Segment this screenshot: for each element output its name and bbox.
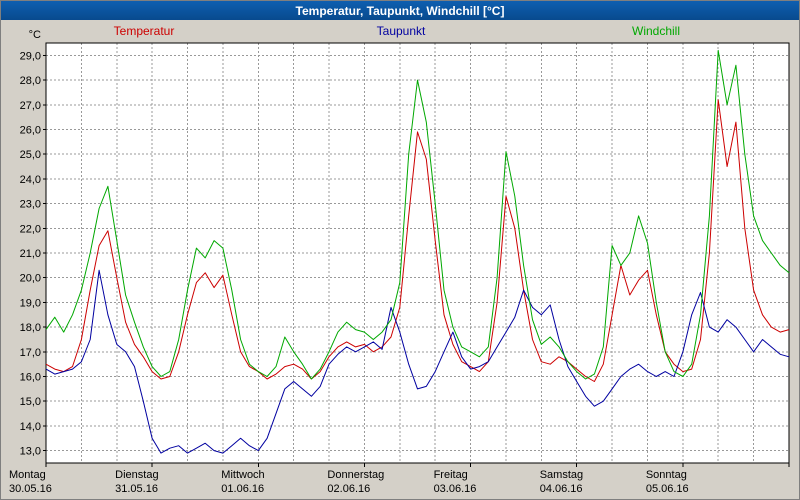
x-day-date-label: 02.06.16 [327,483,370,495]
x-day-name-label: Dienstag [115,469,158,481]
y-tick-label: 21,0 [20,248,41,260]
x-day-name-label: Donnerstag [327,469,384,481]
x-day-name-label: Sonntag [646,469,687,481]
y-tick-label: 25,0 [20,149,41,161]
y-tick-label: 27,0 [20,100,41,112]
x-day-date-label: 05.06.16 [646,483,689,495]
y-tick-label: 15,0 [20,396,41,408]
y-tick-label: 28,0 [20,75,41,87]
y-tick-label: 29,0 [20,50,41,62]
y-tick-label: 24,0 [20,174,41,186]
y-tick-label: 20,0 [20,273,41,285]
series-line-taupunkt [45,269,790,454]
legend-item-taupunkt: Taupunkt [376,24,426,38]
y-tick-label: 26,0 [20,124,41,136]
y-tick-label: 23,0 [20,199,41,211]
y-tick-label: 16,0 [20,372,41,384]
x-day-date-label: 31.05.16 [115,483,158,495]
x-day-date-label: 04.06.16 [540,483,583,495]
x-day-name-label: Freitag [434,469,468,481]
y-tick-label: 18,0 [20,322,41,334]
x-day-date-label: 30.05.16 [9,483,52,495]
x-day-name-label: Mittwoch [221,469,264,481]
x-day-name-label: Samstag [540,469,583,481]
y-tick-label: 19,0 [20,297,41,309]
y-tick-label: 13,0 [20,446,41,458]
y-axis-unit-label: °C [28,29,41,41]
series-line-windchill [45,49,790,380]
y-tick-label: 17,0 [20,347,41,359]
x-day-name-label: Montag [9,469,46,481]
x-day-date-label: 01.06.16 [221,483,264,495]
x-day-date-label: 03.06.16 [434,483,477,495]
window-title: Temperatur, Taupunkt, Windchill [°C] [295,3,505,18]
y-tick-label: 14,0 [20,421,41,433]
y-tick-label: 22,0 [20,223,41,235]
legend-item-temperatur: Temperatur [113,24,175,38]
legend-item-windchill: Windchill [631,24,681,38]
window-titlebar[interactable]: Temperatur, Taupunkt, Windchill [°C] [1,1,799,20]
